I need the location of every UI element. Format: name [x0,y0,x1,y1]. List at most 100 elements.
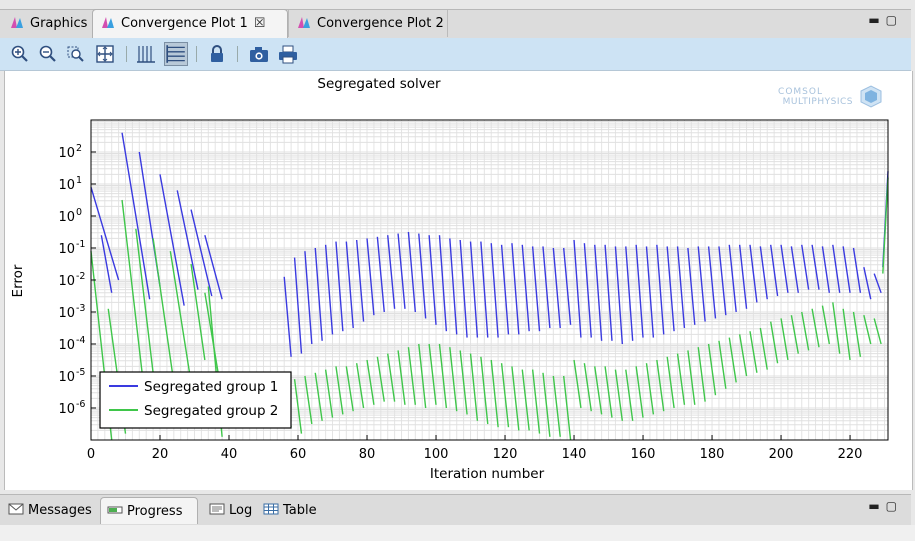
series-segment [438,343,448,409]
series-segment [718,246,727,316]
series-segment [614,369,624,421]
y-tick-label: 10 [58,370,75,385]
series-segment [542,372,551,437]
series-segment [882,177,889,274]
convergence-chart[interactable]: Segregated solver COMSOL MULTIPHYSICS 0 2… [5,71,912,490]
x-tick-label: 120 [493,447,518,462]
tab-convergence-plot-1[interactable]: Convergence Plot 1 ☒ [92,9,288,38]
series-segment [790,246,799,293]
x-tick-label: 160 [631,447,656,462]
legend-box [99,371,292,429]
series-segregated-group-2 [90,177,889,441]
tab-label: Log [229,503,253,518]
x-axis-label: Iteration number [430,466,545,482]
x-axis: 0 20 40 60 80 100 120 140 160 180 200 220 [87,435,862,462]
series-segment [418,343,427,409]
zoom-box-icon[interactable] [66,44,86,64]
x-tick-label: 200 [769,447,794,462]
legend-label-group-2: Segregated group 2 [144,403,278,419]
series-segment [604,244,613,341]
zoom-out-icon[interactable] [38,44,58,64]
y-tick-label: 10 [58,146,75,161]
y-tick-label: 10 [58,242,75,257]
print-icon[interactable] [278,44,298,64]
grid-x-icon[interactable] [136,44,156,64]
series-segment [594,366,603,415]
x-tick-label: 180 [700,447,725,462]
table-icon [263,503,279,515]
grid-y-icon[interactable] [164,42,188,66]
series-segment [449,238,458,335]
minimize-icon[interactable]: ▬ [868,499,886,513]
series-segment [769,244,779,297]
series-segment [863,315,872,345]
series-segment [376,236,385,313]
series-segment [366,359,375,405]
series-segment [376,356,385,402]
zoom-extents-icon[interactable] [95,44,115,64]
y-tick-exponent: 2 [76,143,82,154]
series-segment [852,311,862,357]
tab-label: Convergence Plot 1 [121,16,248,31]
envelope-icon [8,503,24,515]
zoom-in-icon[interactable] [10,44,30,64]
series-segment [832,302,841,354]
legend-label-group-1: Segregated group 1 [144,379,278,395]
series-segment [345,241,354,329]
series-segment [407,231,417,313]
series-segment [707,246,717,319]
series-segment [293,379,303,434]
series-segment [283,276,292,357]
tab-progress[interactable]: Progress [100,497,198,524]
camera-icon[interactable] [249,44,269,64]
series-segment [335,366,344,415]
series-segment [438,235,448,332]
minimize-icon[interactable]: ▬ [868,13,886,27]
series-segment [594,244,603,341]
tab-convergence-plot-2[interactable]: Convergence Plot 2 [288,10,448,37]
series-segment [604,366,613,418]
series-segment [666,246,675,332]
series-segment [428,235,437,325]
tab-graphics[interactable]: Graphics [2,10,92,37]
close-icon[interactable]: ☒ [253,16,266,31]
series-segment [490,243,499,338]
series-segment [821,246,831,293]
series-segment [397,233,406,309]
x-tick-label: 140 [562,447,587,462]
series-segment [738,244,748,309]
series-segment [500,244,510,335]
series-segment [449,347,458,412]
x-tick-label: 80 [359,447,376,462]
maximize-icon[interactable]: ▢ [885,499,903,513]
series-segment [314,247,323,341]
y-tick-exponent: -4 [76,335,85,346]
series-segment [873,318,882,345]
lock-icon[interactable] [207,44,227,64]
series-segment [832,244,841,293]
bottom-tab-bar: Messages Progress Log Table ▬▢ [0,494,911,526]
series-segment [842,308,851,361]
convergence-plot-pane: Segregated solver COMSOL MULTIPHYSICS 0 2… [4,71,913,490]
series-segment [407,347,417,405]
series-segment [459,350,468,415]
series-segment [625,246,634,341]
maximize-icon[interactable]: ▢ [885,13,903,27]
tab-table[interactable]: Table [257,497,323,524]
series-segment [531,246,541,332]
legend: Segregated group 1 Segregated group 2 [99,371,292,429]
tab-log[interactable]: Log [203,497,257,524]
series-segment [190,263,206,361]
comsol-logo: COMSOL MULTIPHYSICS [778,85,882,108]
y-tick-exponent: -2 [76,271,85,282]
tab-messages[interactable]: Messages [2,497,100,524]
series-segment [852,247,862,293]
series-segment [573,239,582,338]
tab-label: Progress [127,504,183,519]
series-segment [90,187,120,281]
series-segment [511,243,520,335]
series-segment [625,369,634,421]
y-tick-label: 10 [58,402,75,417]
series-segment [645,363,655,415]
